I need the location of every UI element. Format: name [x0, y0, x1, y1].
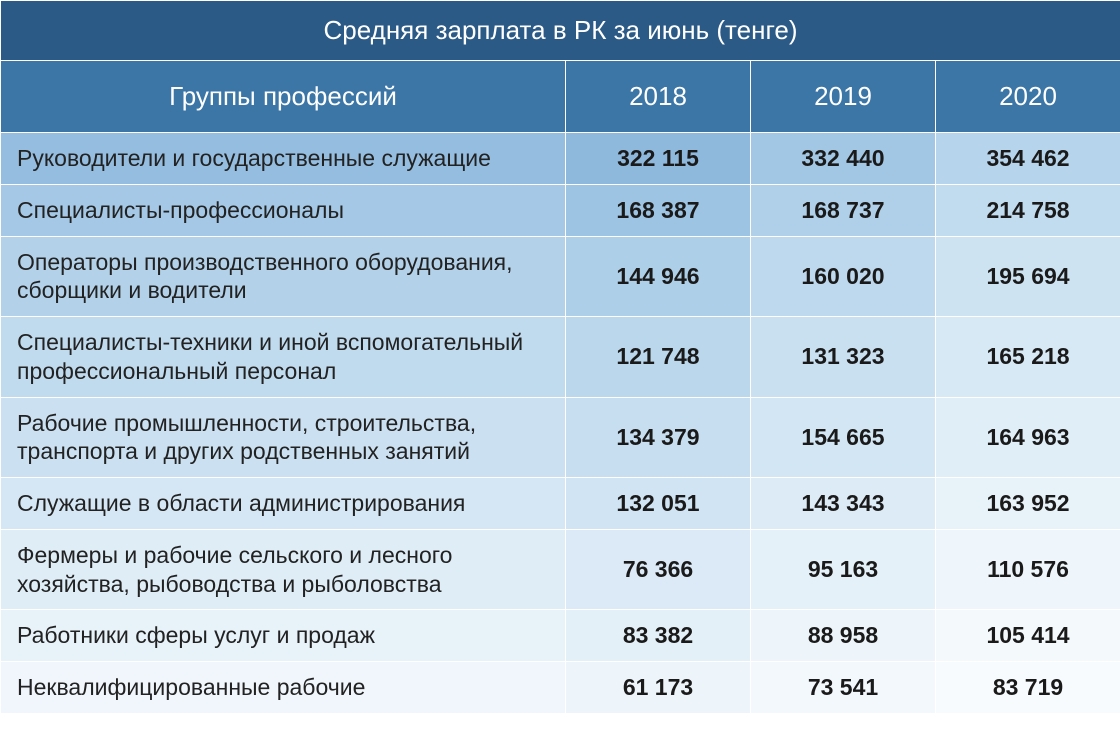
row-value: 83 719 — [936, 662, 1120, 714]
row-value: 164 963 — [936, 397, 1120, 478]
row-value: 83 382 — [566, 610, 751, 662]
table-row: Фермеры и рабочие сельского и лесного хо… — [1, 529, 1120, 610]
row-value: 134 379 — [566, 397, 751, 478]
row-value: 354 462 — [936, 133, 1120, 185]
row-label: Фермеры и рабочие сельского и лесного хо… — [1, 529, 566, 610]
row-value: 73 541 — [751, 662, 936, 714]
table-row: Неквалифицированные рабочие61 17373 5418… — [1, 662, 1120, 714]
row-value: 88 958 — [751, 610, 936, 662]
row-value: 154 665 — [751, 397, 936, 478]
row-value: 165 218 — [936, 317, 1120, 398]
salary-table: Средняя зарплата в РК за июнь (тенге)Гру… — [0, 0, 1120, 714]
row-value: 61 173 — [566, 662, 751, 714]
row-value: 95 163 — [751, 529, 936, 610]
row-label: Руководители и государственные служащие — [1, 133, 566, 185]
table-header-row: Группы профессий201820192020 — [1, 61, 1120, 133]
table-row: Операторы производственного оборудования… — [1, 236, 1120, 317]
row-value: 168 737 — [751, 184, 936, 236]
row-value: 168 387 — [566, 184, 751, 236]
row-label: Неквалифицированные рабочие — [1, 662, 566, 714]
row-value: 131 323 — [751, 317, 936, 398]
row-label: Специалисты-профессионалы — [1, 184, 566, 236]
table-row: Служащие в области администрирования132 … — [1, 478, 1120, 530]
header-label: Группы профессий — [1, 61, 566, 133]
row-label: Служащие в области администрирования — [1, 478, 566, 530]
row-value: 76 366 — [566, 529, 751, 610]
row-value: 132 051 — [566, 478, 751, 530]
row-value: 144 946 — [566, 236, 751, 317]
row-value: 195 694 — [936, 236, 1120, 317]
row-value: 143 343 — [751, 478, 936, 530]
table-row: Специалисты-профессионалы168 387168 7372… — [1, 184, 1120, 236]
row-value: 121 748 — [566, 317, 751, 398]
row-value: 110 576 — [936, 529, 1120, 610]
row-label: Рабочие промышленности, строительства, т… — [1, 397, 566, 478]
table-row: Руководители и государственные служащие3… — [1, 133, 1120, 185]
table-title-row: Средняя зарплата в РК за июнь (тенге) — [1, 1, 1120, 61]
table-row: Рабочие промышленности, строительства, т… — [1, 397, 1120, 478]
row-label: Операторы производственного оборудования… — [1, 236, 566, 317]
header-year-2019: 2019 — [751, 61, 936, 133]
table-row: Специалисты-техники и иной вспомогательн… — [1, 317, 1120, 398]
header-year-2018: 2018 — [566, 61, 751, 133]
row-label: Специалисты-техники и иной вспомогательн… — [1, 317, 566, 398]
table-row: Работники сферы услуг и продаж83 38288 9… — [1, 610, 1120, 662]
row-label: Работники сферы услуг и продаж — [1, 610, 566, 662]
row-value: 160 020 — [751, 236, 936, 317]
row-value: 322 115 — [566, 133, 751, 185]
row-value: 163 952 — [936, 478, 1120, 530]
row-value: 332 440 — [751, 133, 936, 185]
row-value: 214 758 — [936, 184, 1120, 236]
row-value: 105 414 — [936, 610, 1120, 662]
salary-table-body: Средняя зарплата в РК за июнь (тенге)Гру… — [1, 1, 1120, 714]
table-title: Средняя зарплата в РК за июнь (тенге) — [1, 1, 1120, 61]
header-year-2020: 2020 — [936, 61, 1120, 133]
